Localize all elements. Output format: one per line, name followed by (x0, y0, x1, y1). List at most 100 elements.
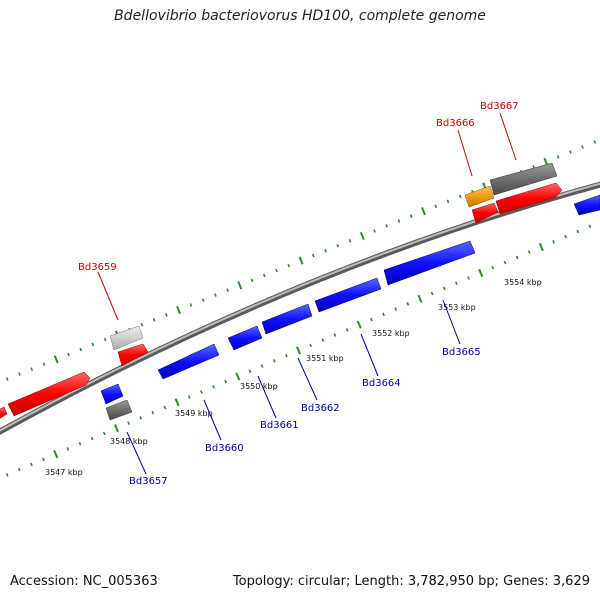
gene-arrow[interactable] (227, 325, 263, 351)
outer-tick-mark (348, 239, 352, 243)
inner-tick-mark (285, 353, 288, 358)
outer-tick-mark (250, 278, 254, 283)
outer-tick-mark (593, 140, 597, 144)
inner-tick-mark (455, 281, 458, 286)
outer-tick-mark (189, 303, 193, 307)
gene-arrow[interactable] (0, 406, 8, 423)
outer-tick-mark (434, 204, 438, 209)
outer-tick-mark (569, 150, 572, 154)
gene-arrow[interactable] (117, 343, 149, 367)
reverse-gene-labels: Bd3657 Bd3660 Bd3661 Bd3662 Bd3664 Bd366… (129, 347, 481, 487)
gene-arrow[interactable] (314, 277, 382, 313)
gene-arrow[interactable] (100, 383, 124, 405)
inner-tick-mark (17, 467, 21, 472)
leader-line (97, 271, 119, 321)
inner-tick-mark (235, 372, 241, 381)
kbp-tick-label: 3551 kbp (306, 354, 344, 363)
genome-summary-text: Topology: circular; Length: 3,782,950 bp… (232, 574, 590, 589)
gene-label-reverse[interactable]: Bd3664 (362, 378, 401, 389)
outer-tick-mark (237, 281, 243, 290)
outer-tick-mark (336, 243, 340, 248)
inner-tick-mark (564, 234, 568, 239)
leader-line (457, 129, 473, 177)
gene-label-reverse[interactable]: Bd3665 (442, 347, 481, 358)
outer-tick-mark (18, 372, 21, 376)
leader-line (257, 375, 277, 419)
kbp-tick-label: 3553 kbp (438, 303, 476, 312)
outer-tick-mark (226, 288, 229, 292)
kbp-tick-label: 3548 kbp (110, 437, 148, 446)
inner-tick-mark (538, 242, 544, 252)
inner-tick-mark (102, 431, 106, 436)
kbp-tick-label: 3549 kbp (175, 409, 213, 418)
outer-tick-mark (201, 298, 205, 302)
gene-label-reverse[interactable]: Bd3662 (301, 403, 340, 414)
outer-tick-mark (556, 155, 560, 159)
kbp-tick-label: 3552 kbp (372, 329, 410, 338)
gene-label-reverse[interactable]: Bd3661 (260, 420, 299, 431)
inner-tick-mark (5, 473, 9, 477)
inner-tick-mark (467, 276, 470, 280)
inner-tick-mark (552, 239, 555, 244)
gene-orange-feature[interactable] (464, 185, 495, 208)
outer-tick-mark (311, 253, 315, 258)
inner-tick-mark (174, 398, 180, 407)
inner-tick-mark (478, 268, 484, 277)
inner-tick-mark (296, 346, 302, 355)
inner-tick-mark (212, 384, 215, 389)
outer-tick-mark (397, 219, 401, 223)
gene-label-reverse[interactable]: Bd3660 (205, 443, 244, 454)
inner-tick-mark (139, 416, 143, 420)
inner-tick-mark (527, 250, 531, 254)
leader-line (442, 299, 461, 345)
kbp-scale-labels: 3547 kbp 3548 kbp 3549 kbp 3550 kbp 3551… (45, 278, 542, 477)
inner-tick-mark (370, 317, 373, 322)
outer-tick-mark (373, 229, 376, 233)
outer-tick-mark (165, 313, 168, 317)
leader-line (297, 357, 318, 401)
gene-arrow[interactable] (573, 194, 600, 216)
inner-tick-mark (272, 359, 276, 363)
gene-label-forward[interactable]: Bd3659 (78, 262, 117, 273)
inner-tick-mark (187, 395, 191, 399)
gene-label-forward[interactable]: Bd3666 (436, 118, 475, 129)
gene-arrow[interactable] (7, 371, 91, 417)
outer-tick-mark (91, 342, 95, 347)
gene-light-gray-feature[interactable] (109, 325, 144, 351)
outer-tick-mark (324, 248, 327, 253)
inner-tick-mark (333, 333, 337, 337)
gene-gray-feature[interactable] (105, 399, 133, 421)
inner-tick-mark (491, 265, 495, 270)
gene-arrow[interactable] (383, 240, 476, 286)
outer-tick-mark (458, 194, 462, 199)
inner-tick-mark (309, 343, 313, 348)
outer-tick-mark (581, 145, 584, 149)
inner-tick-mark (53, 450, 59, 459)
accession-text: Accession: NC_005363 (10, 574, 158, 589)
inner-tick-mark (394, 307, 398, 311)
inner-tick-mark (163, 405, 167, 410)
label-leader-lines (97, 112, 517, 475)
outer-tick-mark (140, 322, 144, 327)
inner-tick-mark (200, 390, 203, 394)
outer-tick-mark (42, 362, 46, 367)
outer-tick-mark (5, 377, 9, 381)
outer-tick-mark (287, 263, 291, 268)
inner-tick-mark (321, 338, 325, 343)
inner-tick-mark (42, 457, 45, 462)
inner-tick-mark (503, 260, 507, 265)
kbp-tick-label: 3547 kbp (45, 468, 83, 477)
outer-tick-mark (152, 318, 156, 322)
gene-gray-feature[interactable] (489, 162, 558, 196)
inner-tick-mark (66, 447, 70, 451)
gene-arrow[interactable] (495, 182, 563, 215)
inner-tick-mark (113, 424, 119, 433)
leader-line (499, 112, 517, 161)
gene-label-reverse[interactable]: Bd3657 (129, 476, 168, 487)
gene-arrow[interactable] (157, 343, 220, 380)
gene-label-forward[interactable]: Bd3667 (480, 101, 519, 112)
gene-arrow[interactable] (471, 202, 499, 224)
gene-arrow[interactable] (261, 303, 313, 335)
